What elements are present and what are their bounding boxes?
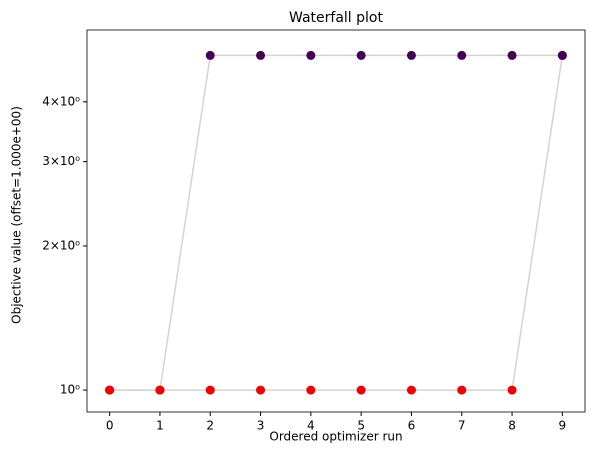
point [457,50,467,60]
x-tick-label: 4 [307,419,315,433]
point [507,50,517,60]
y-axis-label: Objective value (offset=1.000e+00) [10,106,24,324]
x-tick-label: 5 [357,419,365,433]
x-tick-label: 3 [257,419,265,433]
x-tick-label: 9 [559,419,567,433]
point [557,50,567,60]
point [105,385,115,395]
point [306,50,316,60]
point [406,50,416,60]
point [356,385,366,395]
point [406,385,416,395]
chart-title: Waterfall plot [289,10,383,26]
series-line [109,54,563,391]
point [457,385,467,395]
point [205,385,215,395]
point [356,50,366,60]
point [256,50,266,60]
y-tick-label: 3×10⁰ [42,154,80,168]
x-tick-label: 1 [156,419,164,433]
x-axis-label: Ordered optimizer run [269,430,402,444]
x-tick-label: 0 [106,419,114,433]
y-tick-label: 4×10⁰ [42,94,80,108]
point [306,385,316,395]
x-tick-label: 7 [458,419,466,433]
plot-frame [86,29,586,413]
x-tick-label: 6 [408,419,416,433]
x-tick-label: 8 [508,419,516,433]
point [155,385,165,395]
x-tick-label: 2 [206,419,214,433]
y-tick-label: 2×10⁰ [42,238,80,252]
point [205,50,215,60]
point [507,385,517,395]
series-line [109,55,564,391]
point [256,385,266,395]
y-tick-label: 10⁰ [60,383,80,397]
